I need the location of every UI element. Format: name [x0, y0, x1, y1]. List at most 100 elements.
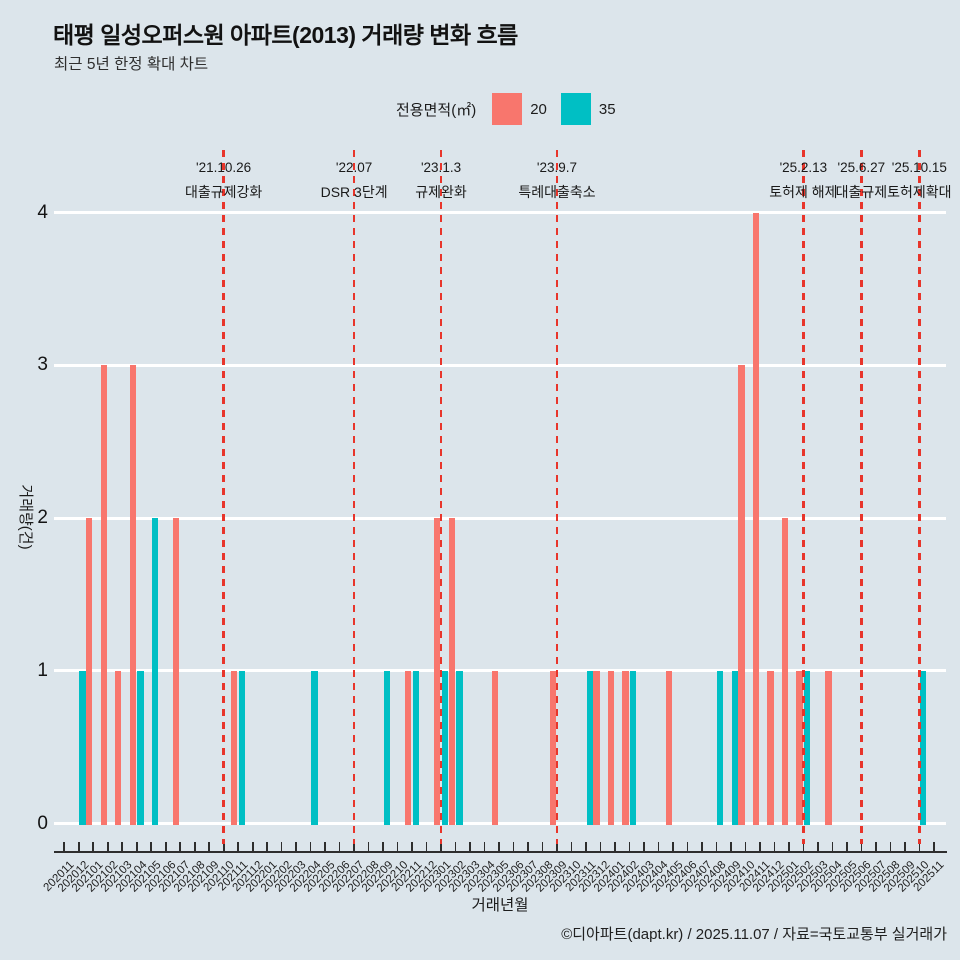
x-tick-202511: [933, 842, 935, 852]
x-tick-202312: [599, 842, 602, 852]
x-tick-202304: [483, 842, 486, 852]
x-tick-202105: [150, 842, 153, 852]
x-tick-202209: [382, 842, 384, 852]
bar-20-202309: [549, 670, 557, 825]
x-tick-202501: [788, 842, 790, 852]
bar-20-202401: [607, 670, 615, 825]
footer-credit: ©디아파트(dapt.kr) / 2025.11.07 / 자료=국토교통부 실…: [561, 926, 947, 943]
legend-item-20: 20: [530, 100, 547, 118]
x-tick-202406: [686, 842, 689, 852]
x-tick-202306: [512, 842, 515, 852]
bar-35-202301: [441, 670, 449, 825]
x-tick-202504: [831, 842, 834, 852]
y-tick-label-2: 2: [37, 507, 48, 529]
x-tick-202303: [469, 842, 471, 852]
x-tick-202204: [309, 842, 312, 852]
x-tick-202101: [92, 842, 95, 852]
event-line-202110: [222, 150, 225, 844]
event-annotation-202301: '23.1.3 규제완화: [415, 160, 467, 202]
gridline-y-1: [54, 669, 946, 673]
x-tick-202508: [889, 842, 892, 852]
x-tick-202403: [643, 842, 645, 852]
event-date: '21.10.26: [196, 160, 252, 175]
event-date: '23.1.3: [420, 160, 462, 175]
x-tick-202201: [266, 842, 268, 852]
x-axis-title: 거래년월: [471, 897, 529, 914]
bar-35-202402: [630, 670, 637, 825]
event-annotation-202502: '25.2.13 토허제 해제: [769, 160, 837, 202]
event-line-202502: [802, 150, 805, 844]
bar-20-202102: [100, 365, 107, 825]
bar-20-202103: [115, 670, 122, 825]
event-line-202510: [918, 150, 921, 844]
y-tick-label-4: 4: [37, 201, 48, 223]
bar-35-202111: [238, 670, 246, 825]
x-tick-202305: [498, 842, 500, 852]
event-date: '23.9.7: [536, 160, 578, 175]
x-tick-202108: [193, 842, 196, 852]
bar-20-202305: [492, 670, 499, 825]
bar-20-202104: [129, 365, 136, 825]
bar-20-202101: [86, 518, 93, 825]
event-line-202207: [352, 150, 356, 844]
bar-35-202409: [731, 670, 738, 825]
chart-title: 태평 일성오퍼스원 아파트(2013) 거래량 변화 흐름: [53, 22, 518, 48]
gridline-y-4: [54, 211, 946, 215]
x-tick-202505: [846, 842, 848, 852]
x-tick-202104: [135, 842, 138, 852]
event-date: '22.07: [335, 160, 373, 175]
event-line-202309: [555, 150, 559, 844]
bar-20-202412: [767, 670, 774, 825]
event-annotation-202309: '23.9.7 특례대출축소: [518, 160, 595, 202]
x-tick-202107: [179, 842, 182, 852]
x-tick-202103: [121, 842, 124, 852]
x-tick-202301: [440, 842, 442, 852]
x-tick-202102: [106, 842, 109, 852]
x-tick-202205: [324, 842, 326, 852]
x-tick-202410: [744, 842, 747, 852]
bar-20-202502: [796, 670, 803, 825]
x-tick-202302: [454, 842, 457, 852]
x-tick-202207: [353, 842, 355, 852]
bar-35-202408: [717, 670, 724, 825]
event-label: 대출규제강화: [184, 184, 263, 200]
bar-20-202111: [231, 670, 238, 825]
x-tick-202404: [657, 842, 660, 852]
x-axis-line: [54, 851, 947, 853]
event-line-202301: [439, 150, 443, 844]
bar-35-202105: [151, 518, 159, 825]
bar-35-202311: [586, 670, 593, 825]
x-tick-202210: [396, 842, 399, 852]
x-tick-202411: [759, 842, 761, 852]
legend-swatch-35: [560, 93, 591, 125]
x-tick-202509: [904, 842, 906, 852]
x-tick-202407: [701, 842, 703, 852]
bar-35-202302: [456, 670, 463, 825]
bar-20-202410: [738, 365, 745, 825]
x-tick-202309: [556, 842, 558, 852]
bar-20-202501: [781, 518, 789, 825]
gridline-y-2: [54, 516, 946, 520]
event-annotation-202207: '22.07 DSR 3단계: [321, 160, 388, 202]
chart-subtitle: 최근 5년 한정 확대 차트: [54, 56, 209, 73]
x-tick-202110: [222, 842, 225, 852]
x-tick-202212: [425, 842, 428, 852]
x-tick-202012: [77, 842, 80, 852]
x-tick-202307: [527, 842, 529, 852]
legend-title: 전용면적(㎡): [396, 101, 477, 119]
x-tick-202011: [63, 842, 66, 852]
event-label: 규제완화: [415, 184, 467, 200]
event-annotation-202510: '25.10.15 토허제확대: [887, 160, 951, 202]
x-tick-202401: [614, 842, 616, 852]
x-tick-202405: [672, 842, 674, 852]
x-tick-202507: [875, 842, 877, 852]
event-label: DSR 3단계: [320, 184, 388, 200]
y-tick-label-3: 3: [37, 354, 48, 376]
x-tick-202112: [251, 842, 254, 852]
x-tick-202211: [411, 842, 413, 852]
event-annotation-202506: '25.6.27 대출규제: [836, 160, 888, 202]
bar-35-202211: [412, 670, 420, 825]
x-tick-202106: [164, 842, 167, 852]
x-tick-202109: [208, 842, 211, 852]
